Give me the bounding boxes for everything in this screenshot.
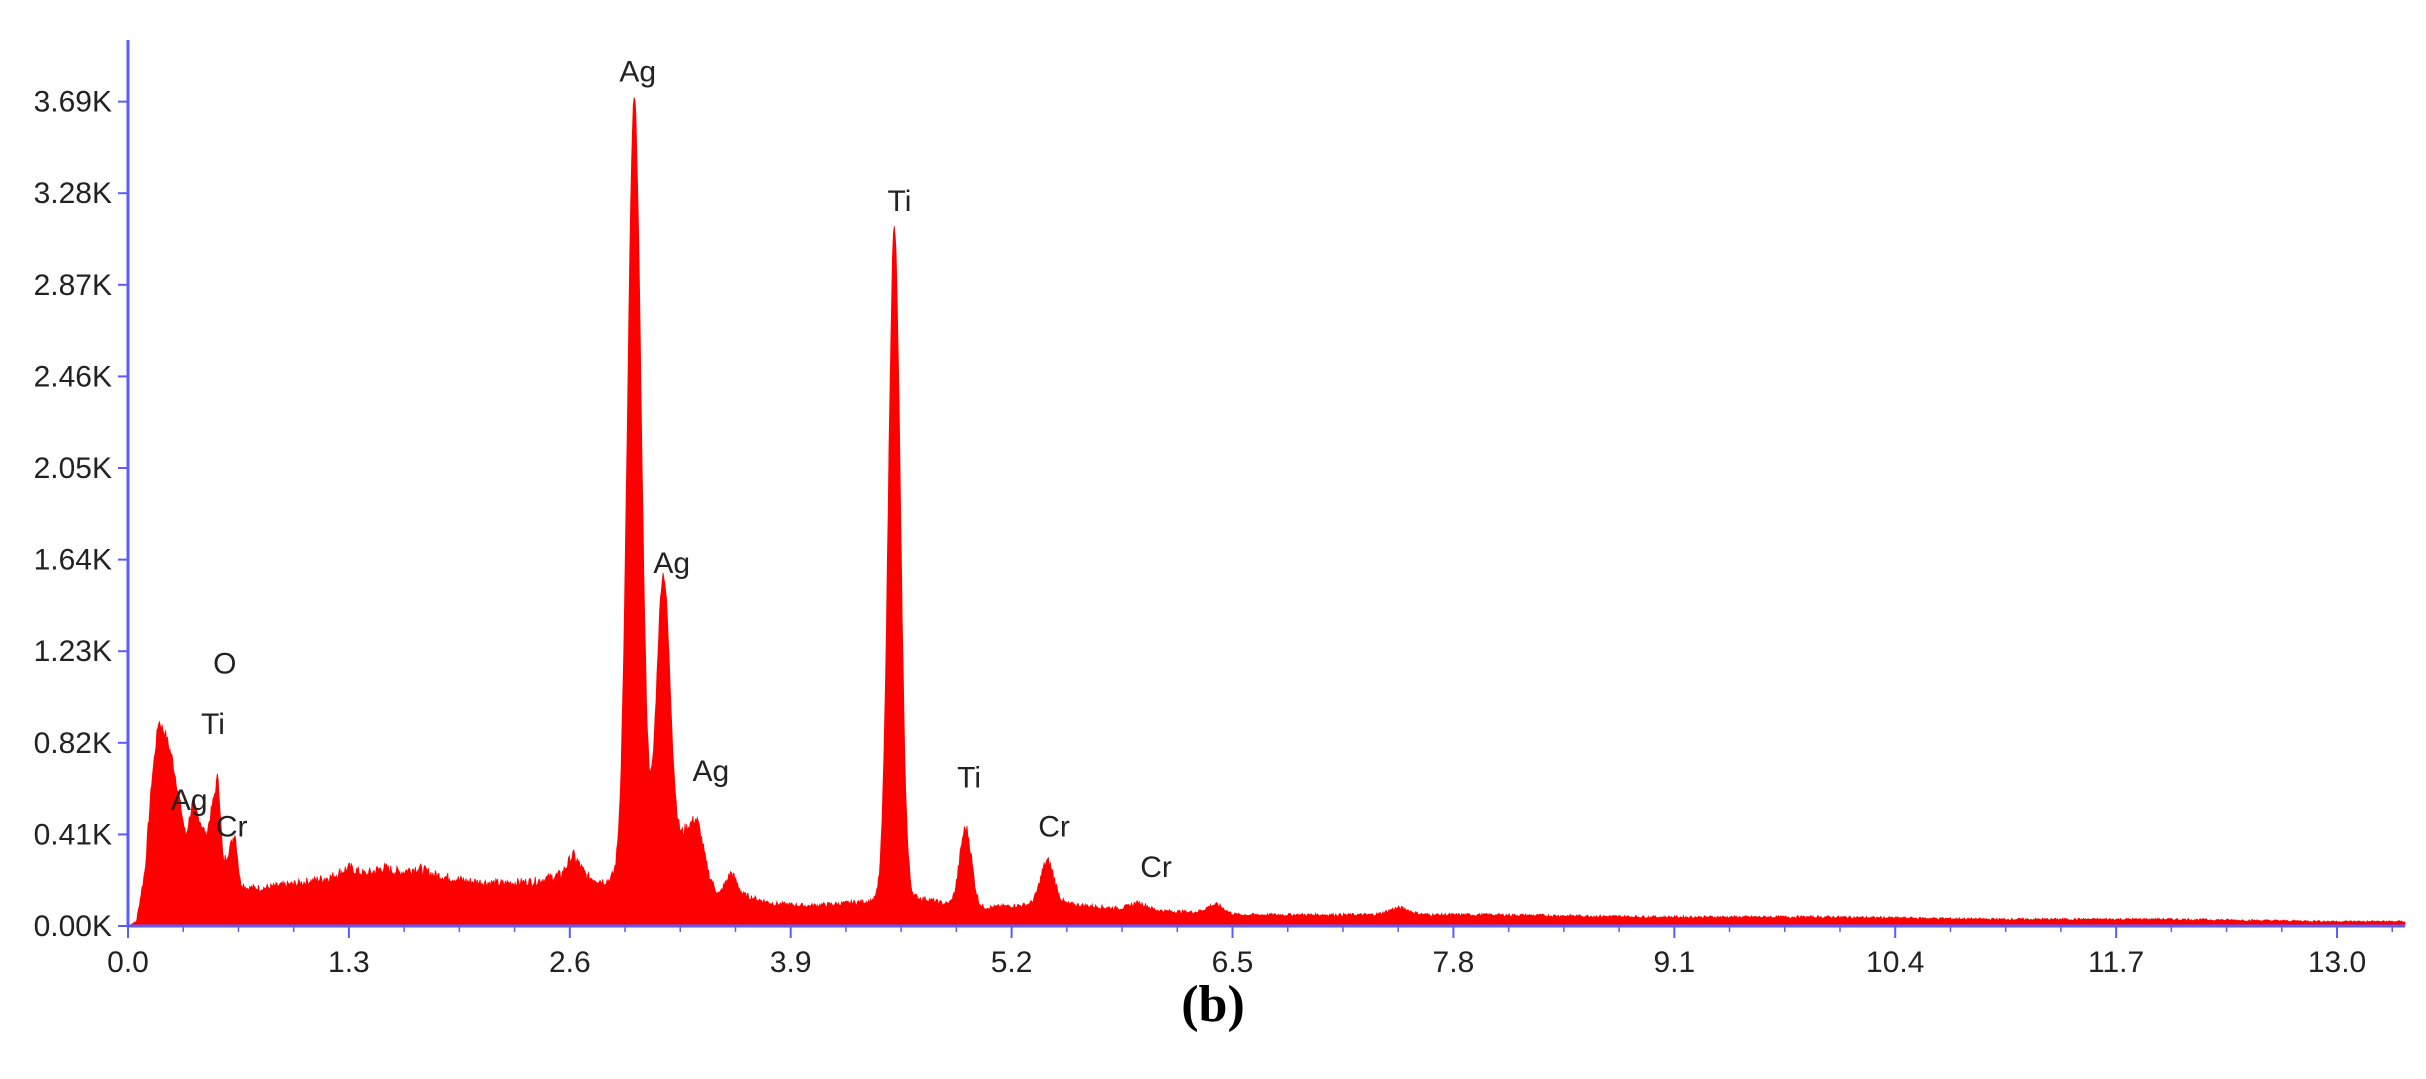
peak-label-cr: Cr xyxy=(216,811,248,844)
peak-label-ag: Ag xyxy=(692,755,729,788)
y-tick-label: 0.82K xyxy=(34,727,112,760)
peak-label-ag: Ag xyxy=(171,784,208,817)
y-tick-label: 1.23K xyxy=(34,635,112,668)
x-tick-label: 2.6 xyxy=(549,946,591,979)
panel-label-text: (b) xyxy=(1181,976,1245,1033)
peak-label-cr: Cr xyxy=(1140,851,1172,884)
x-tick-label: 6.5 xyxy=(1212,946,1254,979)
peak-label-o: O xyxy=(213,648,236,681)
x-tick-label: 9.1 xyxy=(1653,946,1695,979)
plot-area xyxy=(126,97,2406,927)
peak-label-ag: Ag xyxy=(653,547,690,580)
x-tick-label: 11.7 xyxy=(2088,946,2144,979)
spectrum-area xyxy=(126,97,2406,927)
x-tick-label: 5.2 xyxy=(991,946,1033,979)
y-tick-label: 2.05K xyxy=(34,452,112,485)
x-tick-label: 13.0 xyxy=(2308,946,2366,979)
y-tick-label: 3.69K xyxy=(34,86,112,119)
y-tick-label: 0.41K xyxy=(34,818,112,851)
peak-label-cr: Cr xyxy=(1038,811,1070,844)
x-tick-label: 10.4 xyxy=(1866,946,1924,979)
panel-label: (b) xyxy=(0,975,2426,1034)
x-axis: 0.0 1.3 2.6 3.9 5.2 6.5 7.8 9.1 10.4 11.7 13.0 xyxy=(107,924,2405,979)
peak-label-ti: Ti xyxy=(957,761,981,794)
y-tick-label: 1.64K xyxy=(34,544,112,577)
peak-label-ag: Ag xyxy=(619,56,656,89)
x-tick-label: 0.0 xyxy=(107,946,149,979)
peak-label-ti: Ti xyxy=(888,185,912,218)
x-tick-label: 3.9 xyxy=(770,946,812,979)
y-tick-label: 0.00K xyxy=(34,910,112,943)
x-tick-label: 1.3 xyxy=(328,946,370,979)
y-tick-label: 3.28K xyxy=(34,177,112,210)
y-tick-label: 2.87K xyxy=(34,269,112,302)
y-axis: 0.00K 0.41K 0.82K 1.23K 1.64K 2.05K 2.46K 2.87K… xyxy=(34,40,130,943)
y-tick-label: 2.46K xyxy=(34,360,112,393)
x-tick-label: 7.8 xyxy=(1433,946,1475,979)
peak-label-ti: Ti xyxy=(201,708,225,741)
